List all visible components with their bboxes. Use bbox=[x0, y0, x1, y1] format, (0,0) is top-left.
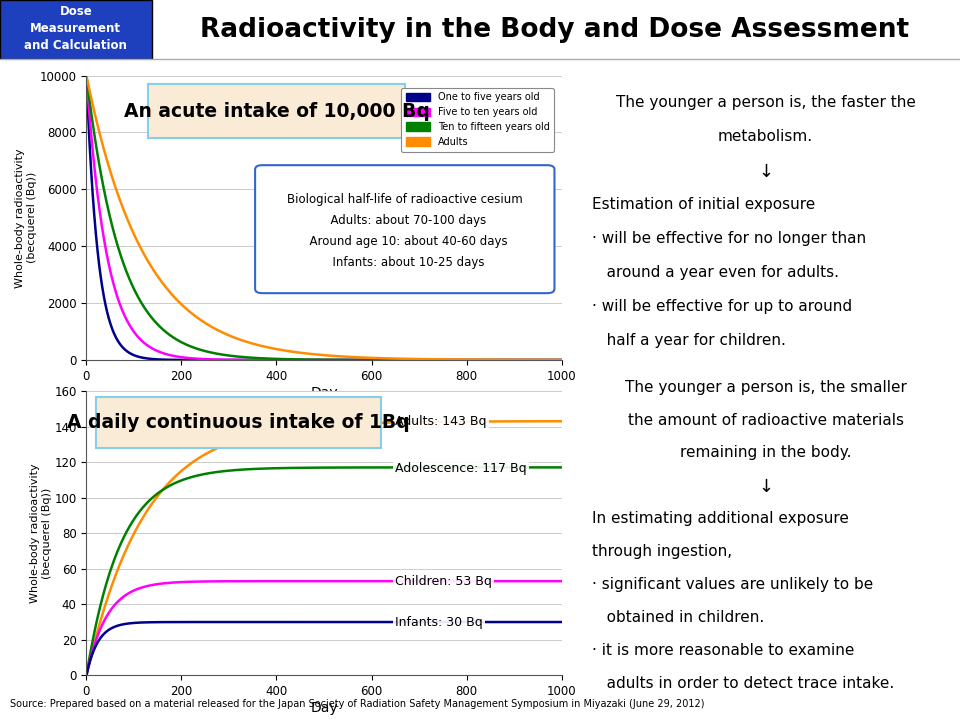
Text: · it is more reasonable to examine: · it is more reasonable to examine bbox=[592, 643, 854, 658]
Text: Biological half-life of radioactive cesium
  Adults: about 70-100 days
  Around : Biological half-life of radioactive cesi… bbox=[287, 192, 522, 269]
Text: adults in order to detect trace intake.: adults in order to detect trace intake. bbox=[592, 675, 894, 690]
Text: A daily continuous intake of 1Bq: A daily continuous intake of 1Bq bbox=[67, 413, 410, 432]
Text: · significant values are unlikely to be: · significant values are unlikely to be bbox=[592, 577, 874, 592]
Text: half a year for children.: half a year for children. bbox=[592, 333, 786, 348]
Text: around a year even for adults.: around a year even for adults. bbox=[592, 265, 839, 280]
Text: obtained in children.: obtained in children. bbox=[592, 610, 764, 625]
X-axis label: Day: Day bbox=[310, 385, 338, 400]
FancyBboxPatch shape bbox=[0, 0, 152, 59]
Text: metabolism.: metabolism. bbox=[718, 129, 813, 144]
Text: Dose
Measurement
and Calculation: Dose Measurement and Calculation bbox=[24, 5, 128, 52]
Text: In estimating additional exposure: In estimating additional exposure bbox=[592, 511, 849, 526]
Text: remaining in the body.: remaining in the body. bbox=[680, 446, 852, 461]
FancyBboxPatch shape bbox=[255, 165, 555, 293]
FancyBboxPatch shape bbox=[148, 84, 405, 138]
Text: Children: 53 Bq: Children: 53 Bq bbox=[396, 575, 492, 588]
Text: Estimation of initial exposure: Estimation of initial exposure bbox=[592, 197, 815, 212]
FancyBboxPatch shape bbox=[96, 397, 381, 448]
Y-axis label: Whole-body radioactivity
(becquerel (Bq)): Whole-body radioactivity (becquerel (Bq)… bbox=[30, 464, 52, 603]
Text: ↓: ↓ bbox=[758, 478, 773, 496]
Text: · will be effective for up to around: · will be effective for up to around bbox=[592, 299, 852, 314]
X-axis label: Day: Day bbox=[310, 701, 338, 715]
Text: ↓: ↓ bbox=[758, 163, 773, 181]
Text: The younger a person is, the faster the: The younger a person is, the faster the bbox=[615, 95, 916, 110]
Text: through ingestion,: through ingestion, bbox=[592, 544, 732, 559]
Text: · will be effective for no longer than: · will be effective for no longer than bbox=[592, 231, 866, 246]
Text: The younger a person is, the smaller: The younger a person is, the smaller bbox=[625, 379, 906, 395]
Text: Adolescence: 117 Bq: Adolescence: 117 Bq bbox=[396, 462, 527, 474]
Text: An acute intake of 10,000 Bq: An acute intake of 10,000 Bq bbox=[124, 102, 429, 121]
Text: Source: Prepared based on a material released for the Japan Society of Radiation: Source: Prepared based on a material rel… bbox=[10, 699, 704, 708]
Text: Infants: 30 Bq: Infants: 30 Bq bbox=[396, 616, 483, 629]
Legend: One to five years old, Five to ten years old, Ten to fifteen years old, Adults: One to five years old, Five to ten years… bbox=[400, 88, 554, 152]
Text: the amount of radioactive materials: the amount of radioactive materials bbox=[628, 413, 903, 428]
Text: Radioactivity in the Body and Dose Assessment: Radioactivity in the Body and Dose Asses… bbox=[201, 17, 909, 42]
Text: Adults: 143 Bq: Adults: 143 Bq bbox=[396, 415, 487, 428]
Y-axis label: Whole-body radioactivity
(becquerel (Bq)): Whole-body radioactivity (becquerel (Bq)… bbox=[15, 148, 36, 287]
